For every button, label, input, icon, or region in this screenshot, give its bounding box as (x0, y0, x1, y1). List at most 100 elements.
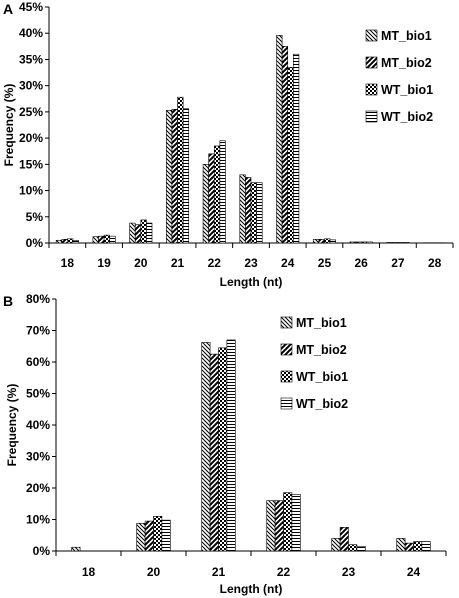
y-tick-label: 35% (19, 52, 43, 66)
y-tick-label: 0% (33, 544, 51, 558)
legend-entry: WT_bio2 (381, 110, 433, 124)
bar-mt-bio1-27 (386, 242, 393, 244)
y-tick-label: 30% (19, 79, 43, 93)
x-tick-label: 25 (318, 256, 332, 270)
y-tick-label: 0% (26, 236, 44, 250)
bar-wt-bio2-24 (421, 541, 431, 552)
bar-wt-bio1-22 (283, 492, 293, 552)
bar-mt-bio1-24 (396, 538, 406, 552)
bar-mt-bio2-24 (281, 46, 289, 244)
bar-wt-bio2-20 (161, 519, 171, 552)
y-tick-label: 20% (19, 131, 43, 145)
panel-label: A (3, 1, 13, 17)
legend-swatch (280, 370, 293, 383)
bar-wt-bio1-27 (397, 242, 404, 244)
x-axis-title: Length (nt) (220, 582, 283, 596)
bar-wt-bio1-19 (103, 234, 110, 244)
x-tick-label: 21 (171, 256, 185, 270)
x-tick-label: 18 (61, 256, 75, 270)
y-tick-label: 10% (19, 184, 43, 198)
bar-mt-bio1-23 (239, 174, 246, 244)
y-tick-label: 40% (19, 26, 43, 40)
bar-mt-bio1-25 (312, 239, 320, 244)
bar-mt-bio1-22 (266, 500, 276, 552)
bar-wt-bio1-20 (153, 516, 163, 552)
bar-wt-bio2-18 (72, 240, 79, 244)
bar-mt-bio2-19 (98, 235, 105, 244)
legend-entry: WT_bio2 (296, 397, 348, 411)
legend-swatch (365, 56, 378, 69)
legend-entry: WT_bio1 (381, 83, 433, 97)
bar-wt-bio2-26 (366, 241, 373, 244)
legend-entry: MT_bio2 (381, 56, 432, 70)
bar-mt-bio1-18 (71, 546, 81, 552)
bar-wt-bio1-24 (413, 541, 423, 552)
x-tick-label: 23 (244, 256, 258, 270)
y-tick-label: 20% (26, 481, 50, 495)
bar-mt-bio2-26 (355, 241, 362, 244)
legend-swatch (280, 316, 293, 329)
y-axis-title: Frequency (%) (2, 84, 16, 167)
bar-mt-bio1-24 (276, 35, 283, 244)
x-tick-label: 24 (281, 256, 295, 270)
bar-mt-bio1-23 (331, 538, 341, 552)
legend-entry: MT_bio2 (296, 343, 347, 357)
bar-mt-bio2-21 (171, 108, 178, 244)
bar-mt-bio2-25 (318, 239, 325, 244)
legend-swatch (280, 343, 293, 356)
y-axis-title: Frequency (%) (5, 384, 19, 467)
x-tick-label: 18 (82, 565, 96, 579)
panel-label: B (3, 293, 13, 309)
y-tick-label: 40% (26, 418, 50, 432)
bar-mt-bio2-22 (208, 153, 215, 244)
x-tick-label: 27 (391, 256, 405, 270)
bar-mt-bio2-20 (134, 224, 142, 244)
bar-wt-bio1-20 (140, 219, 147, 244)
y-tick-label: 45% (19, 0, 43, 14)
bar-wt-bio1-21 (177, 96, 184, 244)
chart-panel-a: A 0% 5% 10% 15% 20% 25% 30% 35% 40% 45% 18 19 20 21 22 2… (2, 0, 454, 289)
y-tick-label: 15% (19, 157, 43, 171)
bar-wt-bio2-23 (356, 545, 366, 552)
bar-mt-bio2-23 (339, 527, 349, 552)
y-tick-label: 80% (26, 292, 50, 306)
bar-wt-bio2-19 (109, 235, 116, 244)
x-tick-label: 22 (277, 565, 291, 579)
y-tick-label: 50% (26, 387, 50, 401)
bar-mt-bio1-21 (166, 110, 173, 244)
y-tick-label: 5% (26, 210, 44, 224)
bar-wt-bio1-18 (67, 238, 74, 244)
bar-mt-bio2-24 (404, 542, 414, 552)
bar-mt-bio2-21 (209, 353, 219, 552)
x-tick-label: 20 (134, 256, 148, 270)
bar-mt-bio1-26 (349, 241, 356, 244)
bar-wt-bio2-22 (291, 493, 301, 552)
bar-mt-bio1-19 (92, 236, 99, 244)
y-tick-label: 60% (26, 355, 50, 369)
legend-swatch (280, 397, 293, 410)
bar-mt-bio2-18 (61, 239, 68, 244)
y-tick-label: 10% (26, 513, 50, 527)
bar-wt-bio2-22 (219, 140, 226, 244)
x-axis-title: Length (nt) (220, 275, 283, 289)
y-tick-label: 70% (26, 324, 50, 338)
x-tick-label: 20 (147, 565, 161, 579)
bar-mt-bio2-23 (245, 177, 252, 244)
y-tick-label: 25% (19, 105, 43, 119)
x-tick-label: 28 (428, 256, 442, 270)
legend-entry: MT_bio1 (296, 316, 347, 330)
bar-wt-bio1-23 (348, 544, 358, 552)
x-tick-label: 19 (97, 256, 111, 270)
bar-wt-bio1-26 (360, 241, 368, 244)
legend-swatch (365, 110, 378, 123)
bar-wt-bio1-21 (218, 347, 228, 552)
x-tick-label: 21 (212, 565, 226, 579)
bar-mt-bio1-18 (55, 240, 63, 244)
bar-wt-bio1-23 (250, 182, 257, 244)
legend-swatch (365, 83, 378, 96)
legend-entry: WT_bio1 (296, 370, 348, 384)
bar-mt-bio2-22 (274, 500, 284, 552)
bar-mt-bio1-20 (129, 222, 136, 244)
bar-wt-bio1-22 (213, 145, 221, 244)
